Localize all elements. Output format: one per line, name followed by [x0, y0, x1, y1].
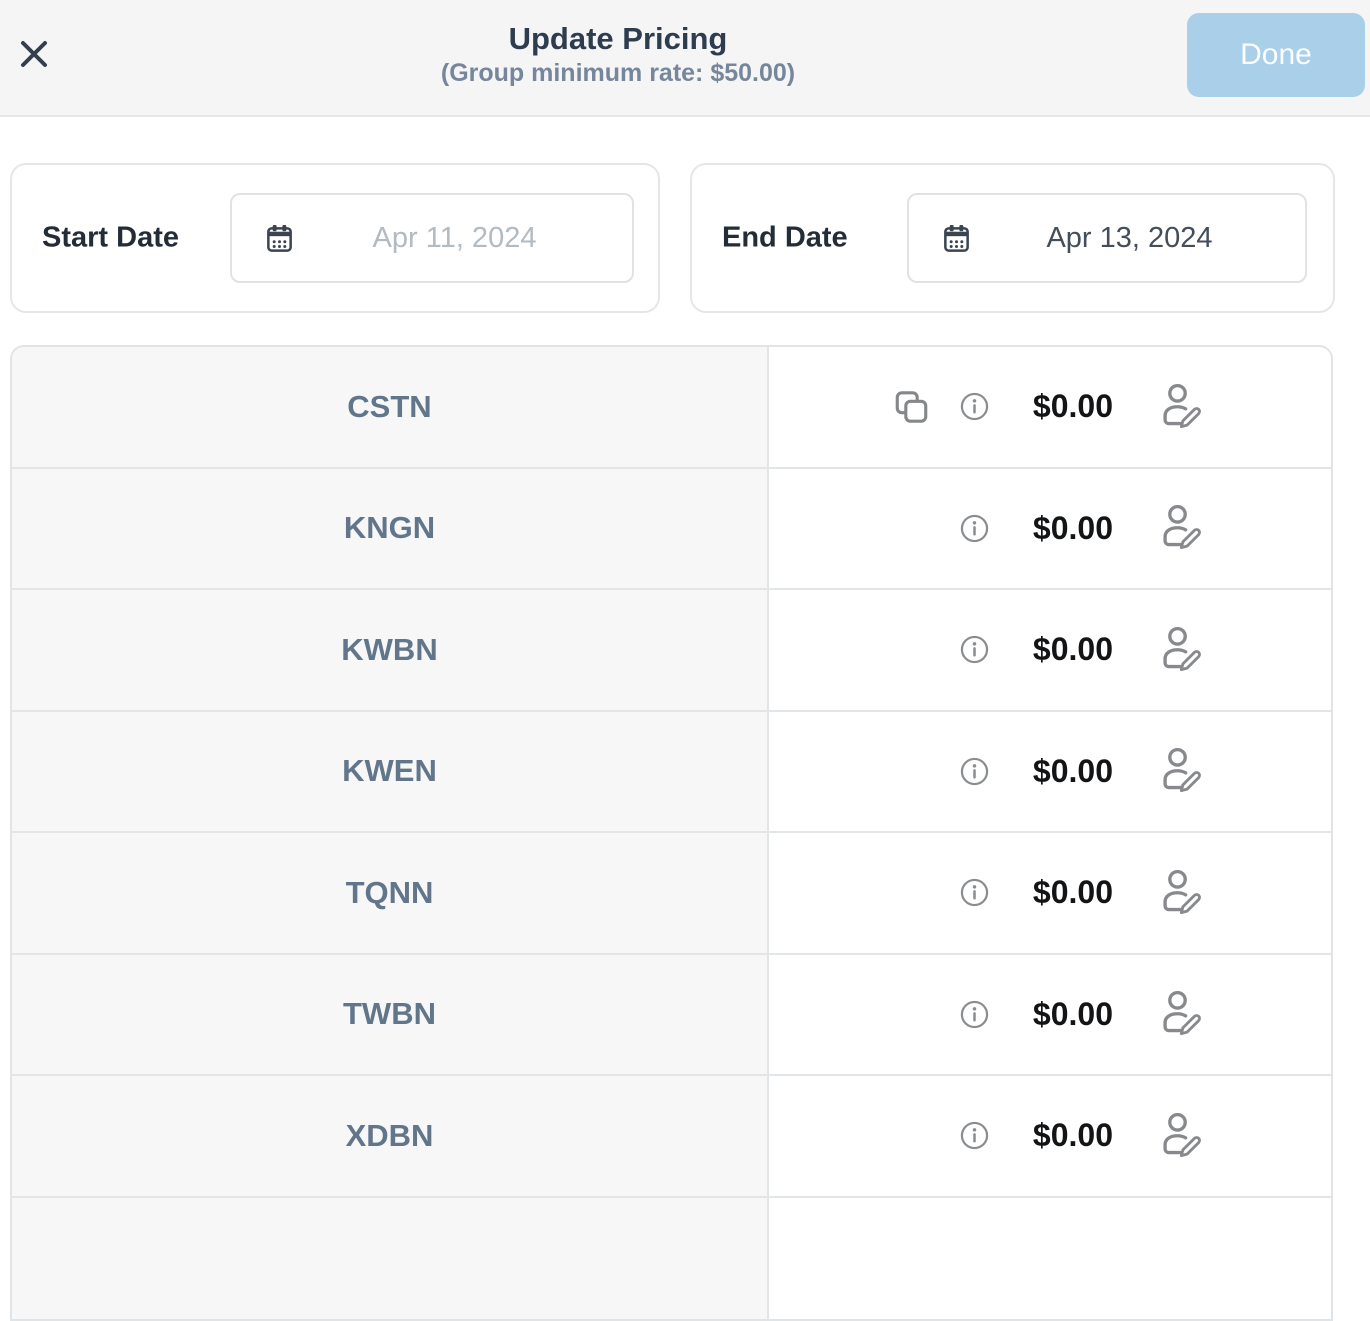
room-code-cell: XDBN — [12, 1076, 769, 1196]
person-edit-icon — [1157, 1111, 1203, 1161]
table-row-partial — [12, 1197, 1331, 1319]
info-button[interactable] — [960, 1000, 989, 1029]
calendar-icon — [264, 223, 295, 254]
end-date-value: Apr 13, 2024 — [1046, 221, 1213, 254]
info-button[interactable] — [960, 514, 989, 543]
x-icon — [16, 36, 52, 72]
price-value: $0.00 — [1032, 752, 1113, 789]
info-icon — [960, 878, 989, 907]
person-edit-icon — [1157, 382, 1203, 432]
price-cell: $0.00 — [769, 347, 1331, 467]
table-row: KWEN $0.00 — [12, 711, 1331, 833]
modal-header: Update Pricing (Group minimum rate: $50.… — [0, 0, 1370, 117]
edit-rate-button[interactable] — [1157, 989, 1203, 1039]
room-code-cell — [12, 1197, 769, 1319]
page-title: Update Pricing — [508, 21, 728, 56]
pricing-table: CSTN $0.00 — [10, 345, 1333, 1321]
table-row: TQNN $0.00 — [12, 833, 1331, 955]
price-cell: $0.00 — [769, 1076, 1331, 1196]
price-value: $0.00 — [1032, 631, 1113, 668]
edit-rate-button[interactable] — [1157, 503, 1203, 553]
info-icon — [960, 392, 989, 421]
price-value: $0.00 — [1032, 874, 1113, 911]
info-icon — [960, 635, 989, 664]
price-cell: $0.00 — [769, 468, 1331, 588]
header-title-block: Update Pricing (Group minimum rate: $50.… — [0, 20, 1236, 90]
info-button[interactable] — [960, 878, 989, 907]
table-row: XDBN $0.00 — [12, 1076, 1331, 1198]
room-code-cell: KWBN — [12, 590, 769, 710]
info-icon — [960, 514, 989, 543]
price-value: $0.00 — [1032, 995, 1113, 1032]
info-icon — [960, 1000, 989, 1029]
table-row: KWBN $0.00 — [12, 590, 1331, 712]
info-button[interactable] — [960, 392, 989, 421]
room-code-cell: KNGN — [12, 468, 769, 588]
person-edit-icon — [1157, 503, 1203, 553]
start-date-label: Start Date — [42, 221, 179, 254]
edit-rate-button[interactable] — [1157, 868, 1203, 918]
person-edit-icon — [1157, 989, 1203, 1039]
room-code-cell: TQNN — [12, 833, 769, 953]
person-edit-icon — [1157, 746, 1203, 796]
edit-rate-button[interactable] — [1157, 382, 1203, 432]
calendar-icon — [941, 223, 972, 254]
info-icon — [960, 757, 989, 786]
table-row: KNGN $0.00 — [12, 468, 1331, 590]
edit-rate-button[interactable] — [1157, 1111, 1203, 1161]
info-button[interactable] — [960, 635, 989, 664]
edit-rate-button[interactable] — [1157, 746, 1203, 796]
copy-button[interactable] — [893, 388, 930, 426]
start-date-input[interactable]: Apr 11, 2024 — [230, 193, 634, 283]
room-code-cell: CSTN — [12, 347, 769, 467]
edit-rate-button[interactable] — [1157, 625, 1203, 675]
room-code-cell: KWEN — [12, 711, 769, 831]
page-subtitle: (Group minimum rate: $50.00) — [440, 59, 796, 87]
price-cell — [769, 1197, 1331, 1319]
price-cell: $0.00 — [769, 711, 1331, 831]
price-value: $0.00 — [1032, 1117, 1113, 1154]
done-button[interactable]: Done — [1187, 13, 1365, 97]
room-code-cell: TWBN — [12, 954, 769, 1074]
info-button[interactable] — [960, 757, 989, 786]
price-value: $0.00 — [1032, 509, 1113, 546]
price-cell: $0.00 — [769, 590, 1331, 710]
person-edit-icon — [1157, 625, 1203, 675]
table-row: CSTN $0.00 — [12, 347, 1331, 469]
start-date-value: Apr 11, 2024 — [372, 221, 537, 254]
end-date-input[interactable]: Apr 13, 2024 — [907, 193, 1307, 283]
table-row: TWBN $0.00 — [12, 954, 1331, 1076]
price-cell: $0.00 — [769, 833, 1331, 953]
price-value: $0.00 — [1032, 388, 1113, 425]
close-button[interactable] — [12, 32, 56, 76]
end-date-panel: End Date Apr 13, 2024 — [690, 163, 1335, 313]
start-date-panel: Start Date Apr 11, 2024 — [10, 163, 660, 313]
info-button[interactable] — [960, 1121, 989, 1150]
end-date-label: End Date — [722, 221, 848, 254]
person-edit-icon — [1157, 868, 1203, 918]
info-icon — [960, 1121, 989, 1150]
price-cell: $0.00 — [769, 954, 1331, 1074]
copy-icon — [893, 388, 930, 426]
